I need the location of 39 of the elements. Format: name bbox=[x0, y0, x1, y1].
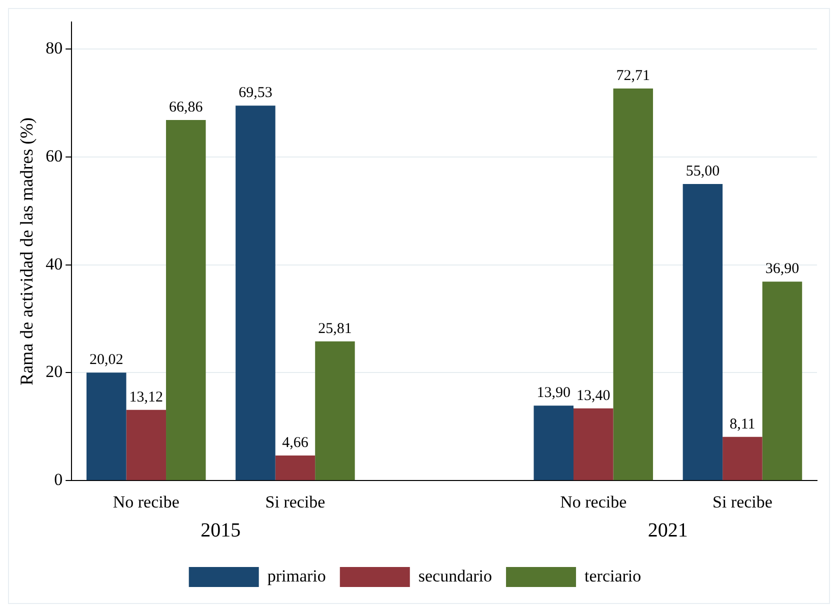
data-label: 36,90 bbox=[765, 261, 800, 278]
y-tick-label: 40 bbox=[46, 254, 63, 274]
data-label: 4,66 bbox=[282, 434, 309, 451]
bar bbox=[275, 455, 316, 480]
data-label: 13,12 bbox=[129, 389, 164, 406]
legend-label: terciario bbox=[584, 566, 642, 586]
x-tick-label: No recibe bbox=[560, 492, 627, 512]
x-tick-label: Si recibe bbox=[265, 492, 326, 512]
text: 2015 bbox=[200, 519, 241, 542]
bar bbox=[534, 406, 574, 480]
y-tick-label: 60 bbox=[46, 146, 63, 166]
bar bbox=[315, 341, 355, 480]
bar bbox=[682, 184, 723, 480]
data-label: 20,02 bbox=[90, 352, 124, 368]
bar bbox=[86, 372, 126, 480]
bar bbox=[762, 282, 802, 480]
legend-label: secundario bbox=[418, 566, 492, 586]
data-label: 72,71 bbox=[616, 68, 650, 84]
data-label: 55,00 bbox=[686, 163, 720, 180]
bar bbox=[574, 408, 614, 480]
bar bbox=[722, 436, 762, 480]
bar bbox=[166, 120, 206, 480]
legend-label: primario bbox=[267, 566, 326, 586]
x-tick-label: No recibe bbox=[112, 492, 180, 512]
data-label: 69,53 bbox=[238, 85, 272, 102]
y-tick-label: 20 bbox=[46, 362, 63, 382]
data-label: 8,11 bbox=[730, 416, 756, 432]
data-label: 13,90 bbox=[536, 385, 570, 402]
x-tick-label: Si recibe bbox=[712, 492, 772, 512]
bar bbox=[126, 410, 166, 480]
data-label: 13,40 bbox=[576, 388, 610, 404]
y-tick-label: 80 bbox=[46, 38, 63, 58]
text: 2021 bbox=[648, 519, 688, 542]
bar bbox=[613, 88, 654, 480]
data-label: 66,86 bbox=[169, 99, 204, 116]
y-axis-title: Rama de actividad de las madres (%) bbox=[16, 117, 37, 386]
bar bbox=[236, 106, 276, 480]
data-label: 25,81 bbox=[318, 320, 352, 337]
y-tick-label: 0 bbox=[54, 470, 63, 490]
